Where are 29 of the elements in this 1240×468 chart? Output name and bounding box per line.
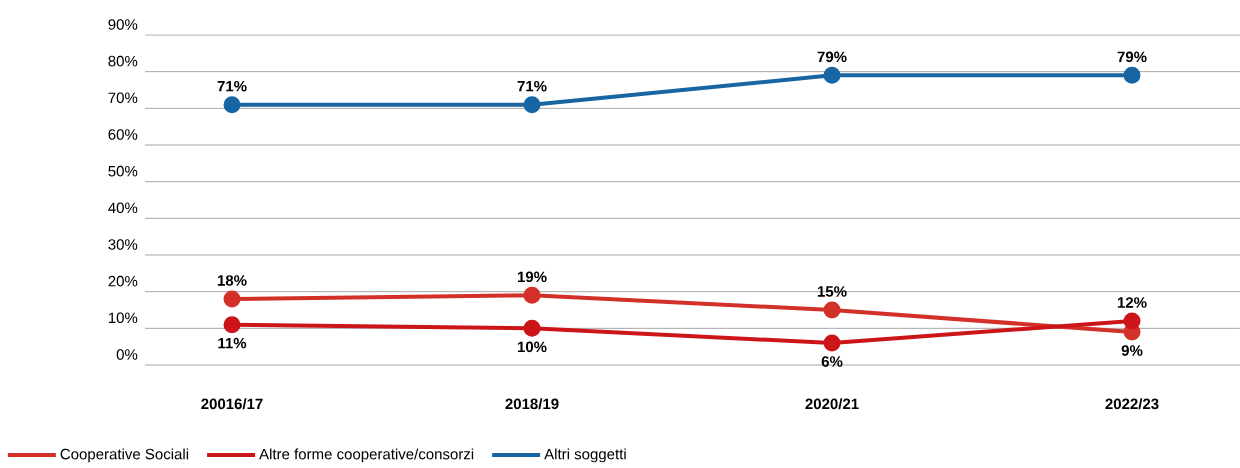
x-tick-label: 20016/17	[201, 398, 263, 410]
legend-label: Cooperative Sociali	[60, 448, 189, 463]
y-tick-label: 60%	[108, 129, 138, 140]
data-label: 79%	[1117, 51, 1147, 63]
y-tick-label: 50%	[108, 165, 138, 177]
data-label: 79%	[817, 51, 847, 63]
x-tick-label: 2020/21	[805, 398, 859, 410]
legend-label: Altri soggetti	[544, 448, 626, 463]
data-label: 10%	[517, 341, 547, 353]
y-tick-label: 70%	[108, 92, 138, 104]
data-label: 71%	[217, 80, 247, 92]
y-tick-label: 40%	[108, 202, 138, 214]
y-tick-label: 20%	[108, 275, 138, 287]
data-label: 15%	[817, 286, 847, 297]
y-tick-label: 30%	[108, 239, 138, 250]
x-tick-label: 2022/23	[1105, 398, 1159, 410]
y-tick-label: 80%	[108, 55, 138, 67]
y-tick-label: 0%	[116, 349, 138, 360]
data-label: 18%	[217, 275, 247, 286]
data-label: 6%	[821, 356, 843, 367]
x-tick-label: 2018/19	[505, 398, 559, 410]
legend-label: Altre forme cooperative/consorzi	[259, 448, 474, 463]
data-label: 71%	[517, 80, 547, 92]
data-label: 12%	[1117, 297, 1147, 308]
data-label: 11%	[218, 337, 247, 349]
y-tick-label: 90%	[108, 19, 138, 30]
data-label: 9%	[1121, 345, 1143, 356]
y-tick-label: 10%	[108, 312, 138, 324]
data-label: 19%	[517, 271, 547, 283]
